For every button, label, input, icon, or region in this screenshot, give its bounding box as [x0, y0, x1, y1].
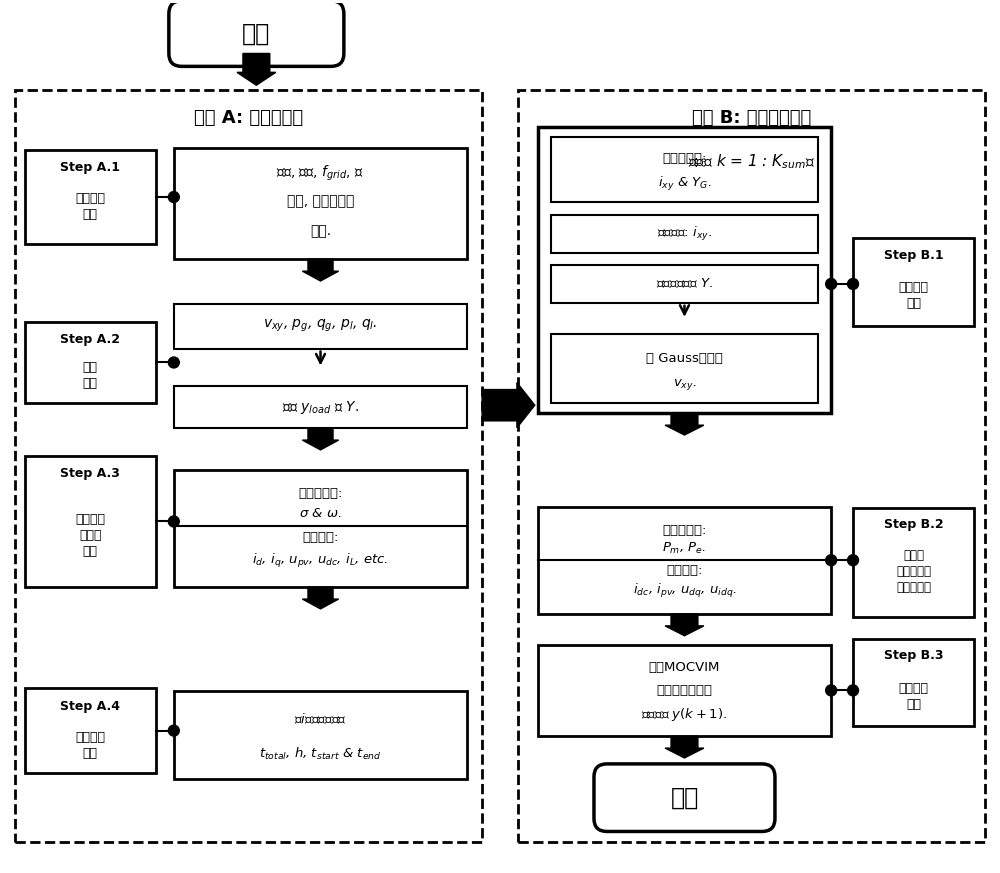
FancyBboxPatch shape [538, 644, 831, 736]
Text: 状态变量
更新: 状态变量 更新 [899, 682, 929, 711]
Text: $P_m$, $P_e$.: $P_m$, $P_e$. [662, 541, 707, 556]
Polygon shape [665, 614, 704, 636]
Text: $\sigma$ & $\omega$.: $\sigma$ & $\omega$. [299, 506, 342, 519]
FancyBboxPatch shape [538, 506, 831, 614]
Circle shape [826, 554, 837, 566]
Text: 根据扰动更新 $Y$.: 根据扰动更新 $Y$. [656, 278, 713, 291]
Text: 仿真数据
输入: 仿真数据 输入 [75, 731, 105, 760]
Circle shape [168, 191, 179, 203]
Circle shape [168, 516, 179, 527]
Text: 计算与
微分方程组
的交接变量: 计算与 微分方程组 的交接变量 [896, 548, 931, 594]
Text: $i_{dc}$, $i_{pv}$, $u_{dq}$, $u_{idq}$.: $i_{dc}$, $i_{pv}$, $u_{dq}$, $u_{idq}$. [633, 582, 736, 601]
Text: 同步发电机:: 同步发电机: [662, 152, 707, 165]
FancyBboxPatch shape [551, 216, 818, 253]
Circle shape [826, 278, 837, 290]
FancyBboxPatch shape [594, 764, 775, 831]
FancyBboxPatch shape [15, 90, 482, 842]
FancyBboxPatch shape [25, 689, 156, 773]
Polygon shape [482, 382, 535, 428]
FancyBboxPatch shape [169, 1, 344, 66]
Text: Step A.1: Step A.1 [60, 162, 120, 175]
Text: 阶段 B: 动态过程计算: 阶段 B: 动态过程计算 [692, 109, 811, 127]
Circle shape [848, 278, 858, 290]
Text: $i_d$, $i_q$, $u_{pv}$, $u_{dc}$, $i_L$, etc.: $i_d$, $i_q$, $u_{pv}$, $u_{dc}$, $i_L$,… [252, 553, 389, 570]
Circle shape [168, 357, 179, 368]
Text: Step A.2: Step A.2 [60, 333, 120, 346]
Text: 开始: 开始 [242, 22, 270, 45]
FancyBboxPatch shape [853, 238, 974, 326]
FancyBboxPatch shape [25, 322, 156, 403]
Circle shape [826, 685, 837, 696]
Text: $t_{total}$, $h$, $t_{start}$ & $t_{end}$: $t_{total}$, $h$, $t_{start}$ & $t_{end}… [259, 746, 382, 762]
Circle shape [848, 685, 858, 696]
Polygon shape [665, 736, 704, 758]
Text: Step A.4: Step A.4 [60, 700, 120, 712]
Text: 解来求解 $y(k+1)$.: 解来求解 $y(k+1)$. [641, 705, 728, 723]
FancyBboxPatch shape [174, 148, 467, 259]
FancyBboxPatch shape [551, 333, 818, 403]
FancyBboxPatch shape [518, 90, 985, 842]
Text: 光伏电站:: 光伏电站: [302, 532, 339, 544]
Polygon shape [302, 428, 339, 450]
Text: 潮流
计算: 潮流 计算 [83, 361, 98, 390]
Text: （循环 $k$ = 1 : $K_{sum}$）: （循环 $k$ = 1 : $K_{sum}$） [688, 153, 815, 171]
Text: $v_{xy}$, $p_g$, $q_g$, $p_l$, $q_l$.: $v_{xy}$, $p_g$, $q_g$, $p_l$, $q_l$. [263, 318, 378, 334]
Text: 母线, 线路, $f_{grid}$, 基: 母线, 线路, $f_{grid}$, 基 [276, 164, 365, 183]
Circle shape [848, 554, 858, 566]
Text: $i_{xy}$ & $Y_G$.: $i_{xy}$ & $Y_G$. [658, 175, 711, 193]
Text: 母线电压
更新: 母线电压 更新 [899, 281, 929, 311]
Text: 求得的近似解析: 求得的近似解析 [656, 684, 712, 697]
Text: 光伏电站: $i_{xy}$.: 光伏电站: $i_{xy}$. [657, 225, 712, 244]
Text: 光伏电站:: 光伏电站: [666, 565, 703, 577]
FancyBboxPatch shape [174, 691, 467, 779]
Text: 数据.: 数据. [310, 224, 331, 238]
Text: 同步发电机:: 同步发电机: [662, 524, 707, 537]
Text: 阶段 A: 初始化计算: 阶段 A: 初始化计算 [194, 109, 303, 127]
Text: Step B.3: Step B.3 [884, 650, 943, 662]
FancyBboxPatch shape [25, 456, 156, 587]
Polygon shape [302, 587, 339, 608]
FancyBboxPatch shape [538, 127, 831, 413]
FancyBboxPatch shape [853, 507, 974, 617]
FancyBboxPatch shape [551, 137, 818, 202]
Text: $v_{xy}$.: $v_{xy}$. [673, 377, 696, 392]
Text: 系统数据
输入: 系统数据 输入 [75, 192, 105, 221]
Polygon shape [302, 259, 339, 281]
Text: 状态变量
初始值
计算: 状态变量 初始值 计算 [75, 512, 105, 558]
Text: 用 Gauss法更新: 用 Gauss法更新 [646, 352, 723, 365]
FancyBboxPatch shape [25, 150, 156, 244]
FancyBboxPatch shape [174, 387, 467, 428]
Text: 第$i$个扰动事件的: 第$i$个扰动事件的 [294, 712, 347, 726]
FancyBboxPatch shape [174, 470, 467, 587]
Circle shape [168, 725, 179, 736]
Text: 准值, 分布式电源: 准值, 分布式电源 [287, 195, 354, 209]
Text: Step B.2: Step B.2 [884, 518, 944, 531]
Text: Step B.1: Step B.1 [884, 249, 944, 262]
Text: 根据MOCVIM: 根据MOCVIM [649, 661, 720, 674]
Text: Step A.3: Step A.3 [60, 467, 120, 480]
Polygon shape [665, 413, 704, 435]
Polygon shape [237, 53, 276, 86]
Text: 同步发电机:: 同步发电机: [298, 487, 343, 499]
FancyBboxPatch shape [174, 304, 467, 348]
Text: 合并 $y_{load}$ 和 $Y$.: 合并 $y_{load}$ 和 $Y$. [282, 399, 359, 416]
FancyBboxPatch shape [551, 265, 818, 303]
FancyBboxPatch shape [853, 639, 974, 726]
Text: 结束: 结束 [670, 786, 699, 809]
